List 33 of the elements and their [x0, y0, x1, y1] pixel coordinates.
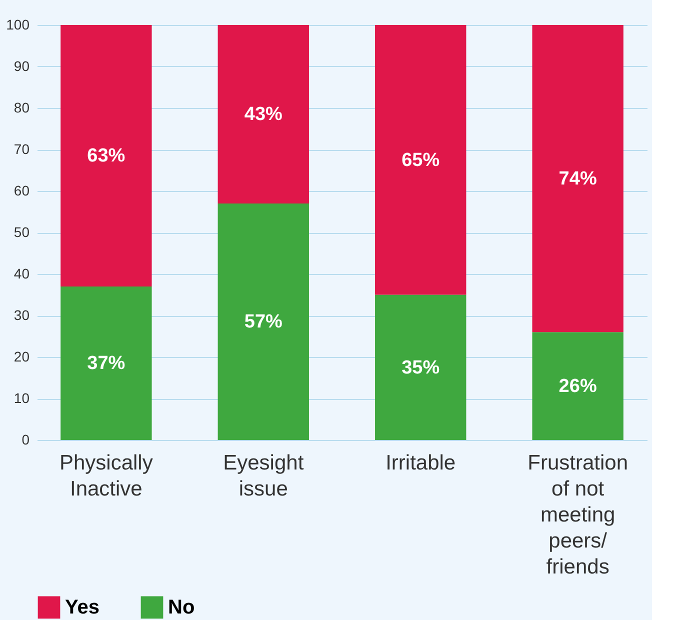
legend-label: Yes	[65, 596, 100, 618]
bar	[60, 25, 152, 286]
data-label: 74%	[558, 168, 597, 190]
bar	[532, 332, 624, 440]
x-tick-label: Eyesight issue	[223, 452, 304, 500]
bar	[218, 25, 309, 204]
y-tick-label: 20	[14, 348, 30, 364]
bar	[60, 286, 152, 440]
y-tick-label: 0	[22, 432, 30, 448]
y-tick-label: 70	[14, 141, 30, 157]
y-tick-label: 10	[14, 390, 30, 406]
x-tick-label: Frustration of not meeting peers/ friends	[528, 452, 628, 578]
y-tick-label: 60	[14, 182, 30, 198]
x-tick-label: Physically Inactive	[59, 452, 154, 500]
data-label: 57%	[244, 312, 283, 333]
bar	[218, 203, 309, 440]
x-tick-label: Irritable	[386, 452, 456, 474]
data-label: 26%	[558, 376, 597, 398]
y-tick-label: 40	[14, 266, 30, 282]
y-tick-label: 50	[14, 224, 30, 240]
bar	[375, 294, 466, 440]
data-label: 43%	[244, 104, 283, 126]
data-label: 35%	[402, 357, 440, 378]
data-label: 63%	[87, 146, 126, 167]
y-tick-label: 100	[6, 16, 30, 32]
data-label: 37%	[87, 353, 126, 374]
bar	[532, 25, 624, 332]
data-label: 65%	[402, 150, 440, 171]
y-tick-label: 80	[14, 100, 30, 116]
y-tick-label: 30	[14, 307, 30, 323]
legend-label: No	[168, 596, 195, 618]
bar	[375, 25, 466, 295]
y-tick-label: 90	[14, 58, 30, 74]
